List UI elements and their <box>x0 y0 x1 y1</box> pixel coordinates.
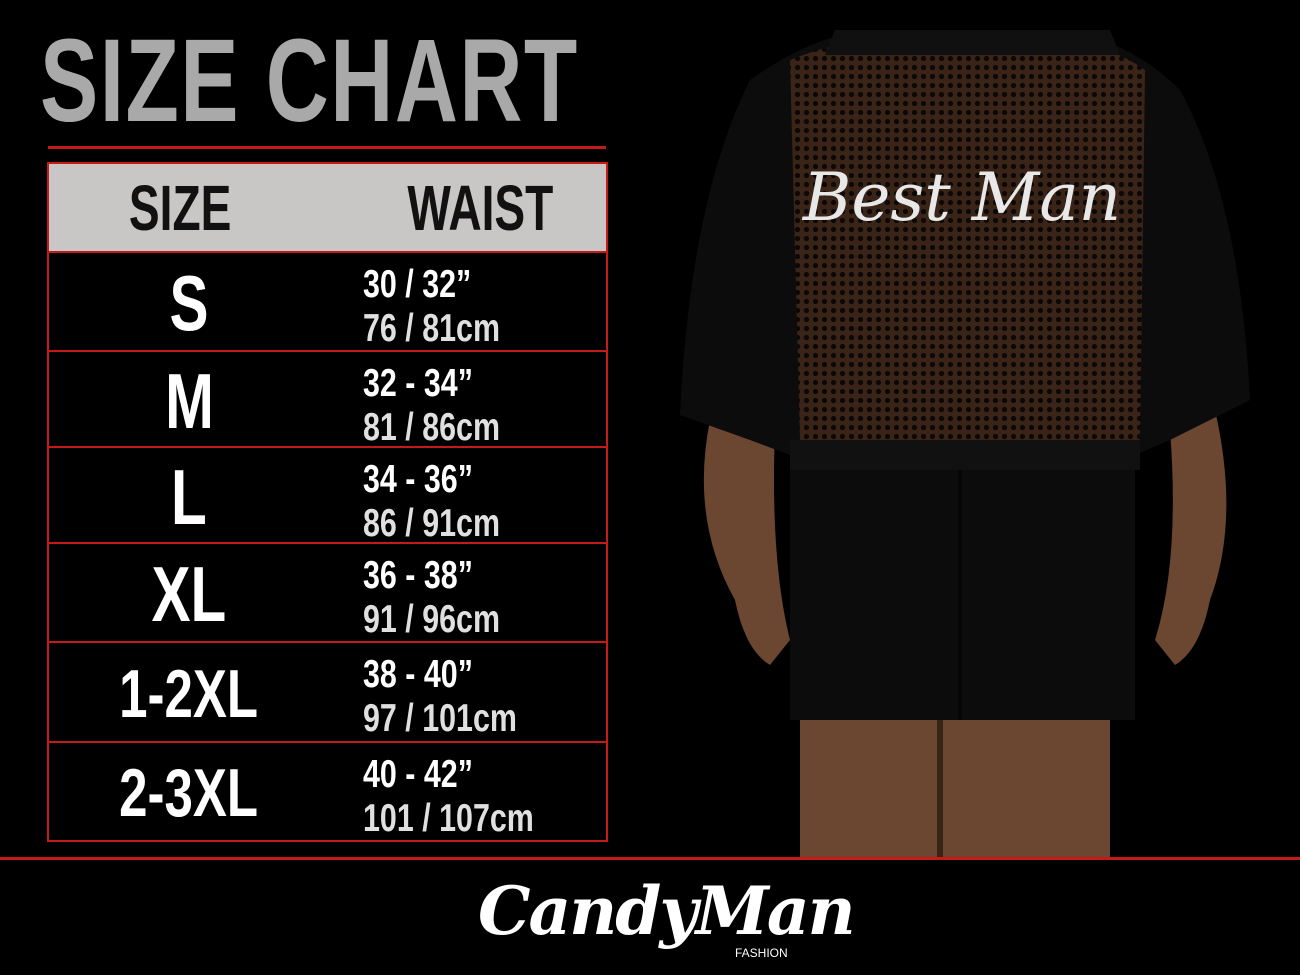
waist-cm: 97 / 101cm <box>363 697 517 740</box>
waist-cm: 81 / 86cm <box>363 406 500 449</box>
waist-inches: 34 - 36” <box>363 458 473 501</box>
table-row: 2-3XL 40 - 42” 101 / 107cm <box>49 743 606 840</box>
left-arm <box>703 420 790 665</box>
waist-inches: 40 - 42” <box>363 753 473 796</box>
waist-inches: 36 - 38” <box>363 554 473 597</box>
size-label: M <box>49 362 329 440</box>
size-value: L <box>171 452 207 541</box>
footer-divider <box>0 857 1300 860</box>
waist-cm: 91 / 96cm <box>363 598 500 641</box>
brand-logo: CandyMan <box>478 872 856 950</box>
header-size: SIZE <box>128 171 232 244</box>
waist-value: 34 - 36” 86 / 91cm <box>363 458 500 546</box>
waist-cm: 76 / 81cm <box>363 307 500 350</box>
waist-inches: 30 / 32” <box>363 263 472 306</box>
size-value: M <box>164 356 214 445</box>
waist-cm: 86 / 91cm <box>363 502 500 545</box>
waist-value: 36 - 38” 91 / 96cm <box>363 554 500 642</box>
size-label: L <box>49 458 329 536</box>
header-waist: WAIST <box>407 171 554 244</box>
table-header: SIZE WAIST <box>49 164 606 253</box>
table-row: M 32 - 34” 81 / 86cm <box>49 352 606 450</box>
table-row: S 30 / 32” 76 / 81cm <box>49 253 606 352</box>
size-value: 1-2XL <box>119 655 259 732</box>
waist-inches: 32 - 34” <box>363 362 473 405</box>
waist-value: 32 - 34” 81 / 86cm <box>363 362 500 450</box>
size-label: 1-2XL <box>49 660 329 728</box>
size-table: SIZE WAIST S 30 / 32” 76 / 81cm M 32 - 34”… <box>47 162 608 842</box>
waist-value: 38 - 40” 97 / 101cm <box>363 653 517 741</box>
brand-logo-sub: FASHION <box>735 946 788 960</box>
table-row: XL 36 - 38” 91 / 96cm <box>49 544 606 643</box>
best-man-print: Best Man <box>802 159 1121 236</box>
mesh-panel <box>790 40 1145 440</box>
size-label: 2-3XL <box>49 759 329 827</box>
belt <box>790 440 1140 470</box>
size-label: XL <box>49 555 329 633</box>
table-row: 1-2XL 38 - 40” 97 / 101cm <box>49 643 606 743</box>
waist-cm: 101 / 107cm <box>363 797 534 840</box>
page-title: SIZE CHART <box>40 15 579 147</box>
size-value: S <box>169 259 209 348</box>
size-value: XL <box>151 550 227 639</box>
product-photo: Best Man <box>640 0 1300 858</box>
title-divider <box>48 146 606 149</box>
waist-value: 30 / 32” 76 / 81cm <box>363 263 500 351</box>
size-value: 2-3XL <box>119 755 259 832</box>
table-row: L 34 - 36” 86 / 91cm <box>49 448 606 546</box>
right-arm <box>1155 410 1227 665</box>
size-label: S <box>49 264 329 342</box>
waist-inches: 38 - 40” <box>363 653 473 696</box>
waist-value: 40 - 42” 101 / 107cm <box>363 753 534 841</box>
